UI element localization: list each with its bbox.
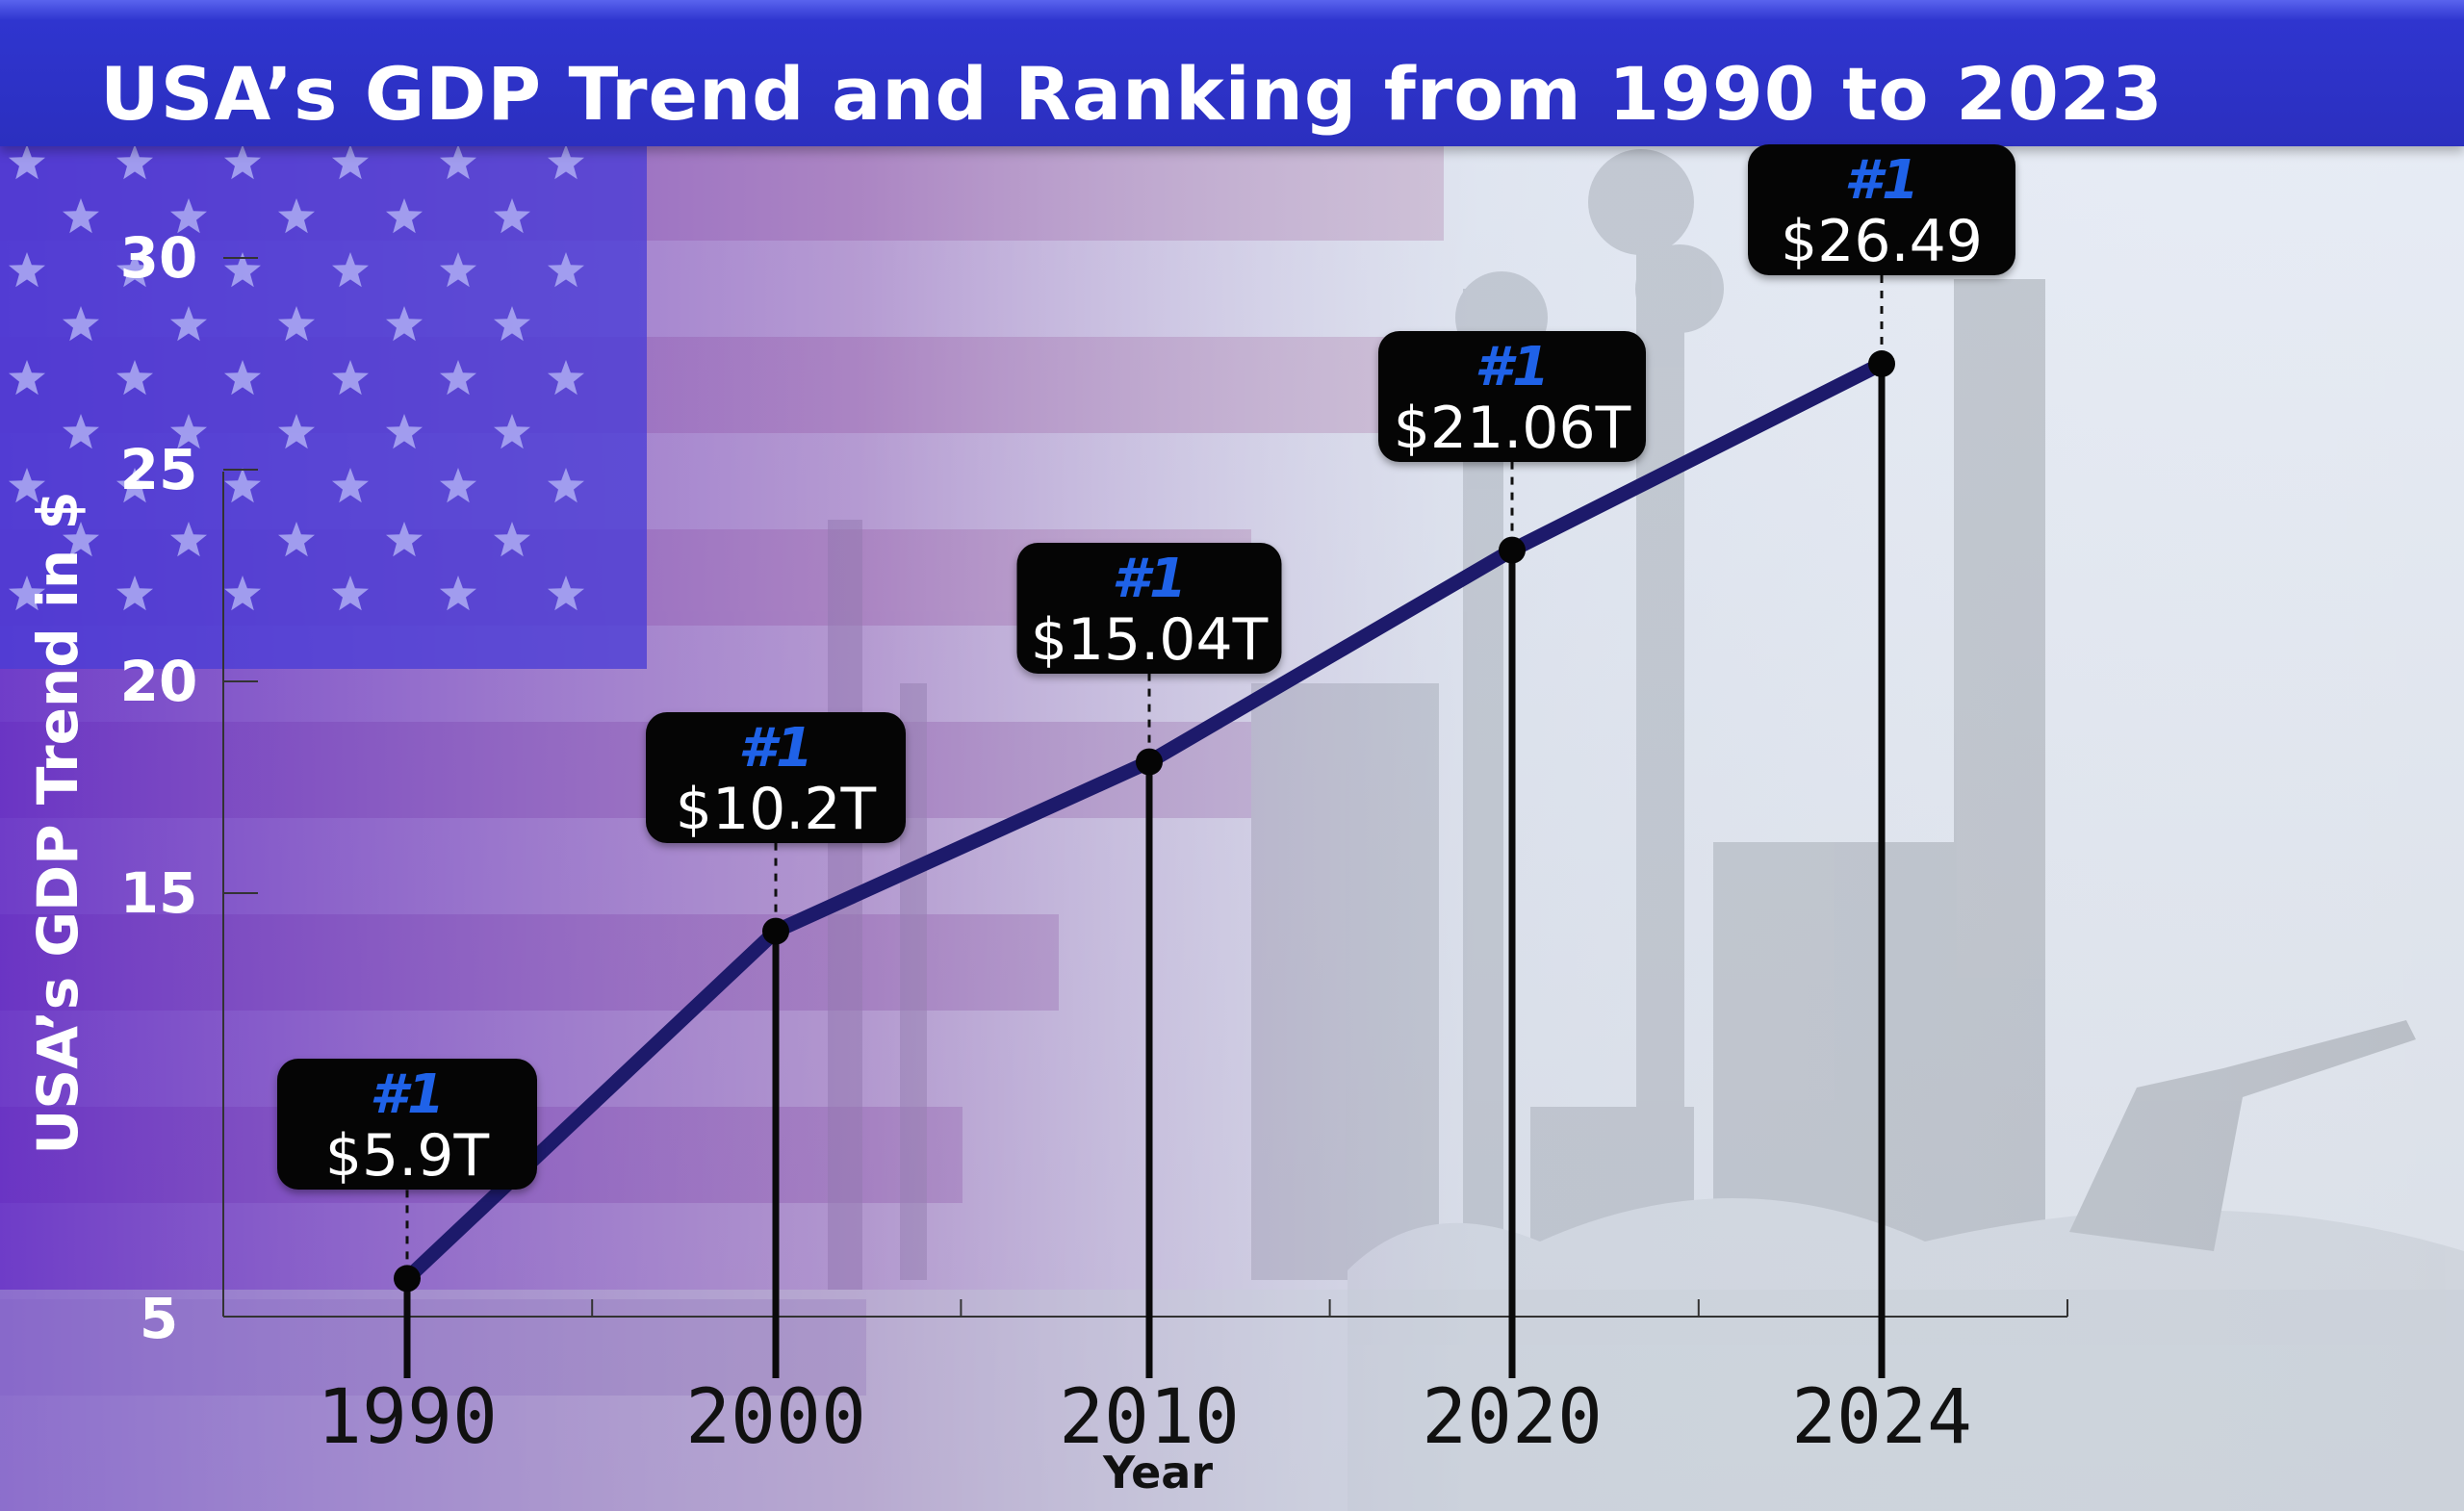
flag-star [440,252,476,288]
x-tick-label: 2010 [1059,1374,1240,1461]
flag-star [332,360,369,396]
flag-star [63,198,99,234]
flag-star [9,144,45,180]
y-tick-label: 5 [139,1286,179,1351]
flag-star [548,252,584,288]
flag-star [116,576,153,611]
y-tick-label: 20 [119,649,198,714]
x-tick-label: 2024 [1791,1374,1972,1461]
value-callout: #1 $5.9T [277,1059,537,1191]
flag-star [224,468,261,503]
rank-label: #1 [1112,547,1187,610]
y-tick-label: 15 [119,860,198,926]
flag-star [224,252,261,288]
flag-star [224,144,261,180]
data-point [1136,748,1163,776]
point-stems [403,275,1886,1378]
series-line [399,356,1889,1286]
flag-star [170,198,207,234]
flag-star [9,360,45,396]
value-label: $10.2T [675,775,877,843]
rank-label: #1 [738,716,813,780]
flag-star [9,576,45,611]
flag-stars [9,144,584,611]
flag-star [170,522,207,557]
flag-star [9,468,45,503]
value-callout: #1 $26.49 [1748,144,2015,275]
flag-star [116,468,153,503]
flag-star [278,414,315,449]
flag-star [386,198,423,234]
flag-star [116,144,153,180]
flag-star [494,306,530,342]
rank-label: #1 [370,1063,445,1127]
flag-star [116,360,153,396]
chart-axes [222,257,2068,1318]
rank-label: #1 [1844,149,1919,212]
series-lines [399,356,1889,1286]
x-axis-title: Year [1102,1447,1214,1498]
flag-star [63,414,99,449]
flag-star [224,576,261,611]
value-label: $5.9T [324,1122,490,1191]
value-label: $21.06T [1393,394,1631,462]
value-callout: #1 $10.2T [646,711,906,843]
chart-title: USA’s GDP Trend and Ranking from 1990 to… [100,51,2164,137]
flag-canton [0,144,647,669]
data-point [394,1265,421,1293]
flag-star [548,468,584,503]
flag-star [116,252,153,288]
flag-star [440,576,476,611]
flag-star [386,306,423,342]
flag-star [332,468,369,503]
flag-star [386,414,423,449]
title-bar: USA’s GDP Trend and Ranking from 1990 to… [0,0,2464,146]
flag-star [440,360,476,396]
flag-star [278,522,315,557]
x-tick-label: 1990 [317,1374,498,1461]
flag-star [494,198,530,234]
x-tick-label: 2000 [685,1374,866,1461]
data-point [1868,350,1895,377]
flag-star [494,522,530,557]
flag-star [278,306,315,342]
data-point [1499,536,1526,564]
rank-label: #1 [1475,335,1550,398]
flag-star [224,360,261,396]
flag-star [548,144,584,180]
flag-star [63,306,99,342]
value-label: $15.04T [1030,605,1269,674]
series-points [394,350,1895,1293]
flag-star [548,576,584,611]
y-tick-label: 30 [119,225,198,291]
value-callout: #1 $21.06T [1378,330,1646,462]
flag-star [494,414,530,449]
flag-star [278,198,315,234]
flag-star [440,468,476,503]
value-callout: #1 $15.04T [1016,542,1282,674]
flag-star [332,144,369,180]
flag-star [332,252,369,288]
flag-star [548,360,584,396]
x-tick-label: 2020 [1422,1374,1603,1461]
data-point [762,917,789,945]
flag-star [170,306,207,342]
y-tick-label: 25 [119,437,198,502]
flag-star [170,414,207,449]
flag-star [9,252,45,288]
flag-star [386,522,423,557]
value-label: $26.49 [1781,208,1983,275]
flag-star [440,144,476,180]
flag-star [63,522,99,557]
flag-star [332,576,369,611]
